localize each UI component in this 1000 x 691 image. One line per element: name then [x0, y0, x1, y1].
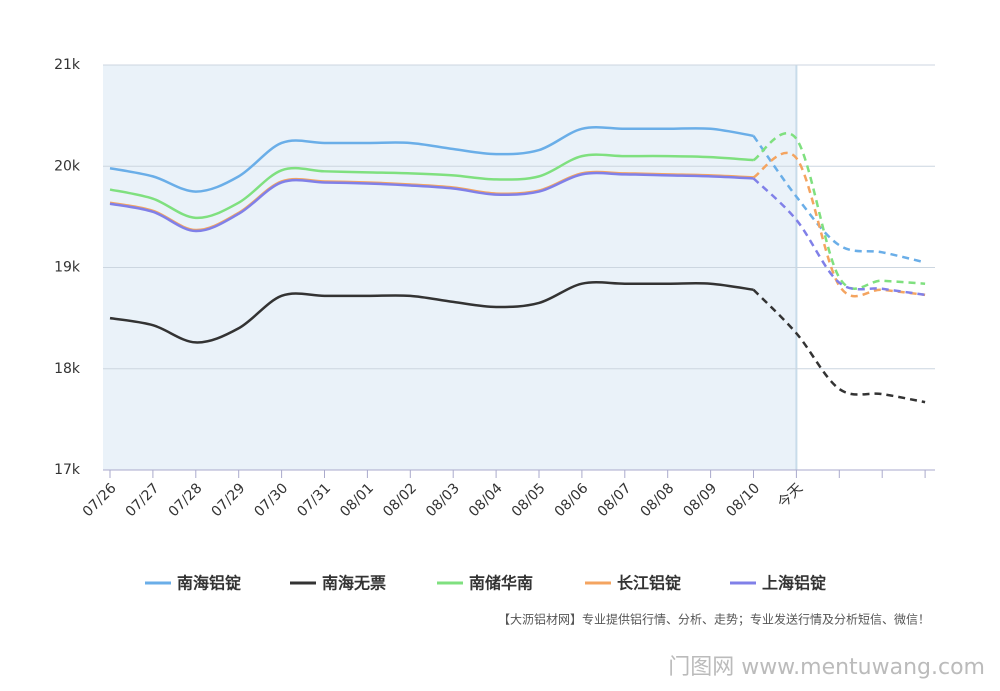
legend-label: 上海铝锭	[762, 574, 826, 593]
series-line-forecast	[752, 177, 926, 297]
y-tick-label: 19k	[54, 260, 81, 276]
legend-label: 南海铝锭	[177, 574, 241, 593]
x-tick-label: 07/30	[251, 480, 291, 520]
series-line	[109, 171, 754, 233]
x-tick-label: 07/31	[294, 480, 334, 520]
x-tick-label: 07/27	[123, 480, 163, 520]
x-tick-label: 07/28	[166, 480, 206, 520]
x-tick-label: 08/02	[380, 480, 420, 520]
x-tick-label: 08/01	[337, 480, 377, 520]
x-tick-label: 08/07	[595, 480, 635, 520]
legend-label: 南储华南	[469, 574, 533, 593]
x-tick-label: 07/26	[80, 480, 120, 520]
series-line-forecast	[752, 288, 926, 404]
y-tick-label: 21k	[54, 57, 81, 73]
x-tick-label: 08/04	[466, 480, 506, 520]
footnote: 【大沥铝材网】专业提供铝行情、分析、走势；专业发送行情及分析短信、微信！	[498, 612, 930, 627]
x-tick-label: 08/03	[423, 480, 463, 520]
y-tick-label: 17k	[54, 462, 81, 478]
y-tick-label: 18k	[54, 361, 81, 377]
x-tick-label: 08/10	[723, 480, 763, 520]
x-tick-label: 08/08	[638, 480, 678, 520]
series-line	[109, 153, 754, 220]
x-tick-label: 08/09	[680, 480, 720, 520]
series-line-forecast	[752, 132, 926, 290]
x-tick-label: 07/29	[209, 480, 249, 520]
watermark: 门图网 www.mentuwang.com	[668, 655, 985, 680]
series-line-forecast	[752, 151, 926, 298]
x-tick-label: 今天	[775, 480, 806, 511]
series-line	[109, 281, 754, 344]
x-tick-label: 08/06	[552, 480, 592, 520]
series-line	[109, 125, 754, 193]
x-tick-label: 08/05	[509, 480, 549, 520]
y-tick-label: 20k	[54, 158, 81, 174]
legend-label: 长江铝锭	[617, 574, 681, 593]
legend-label: 南海无票	[322, 574, 386, 593]
series-line-forecast	[752, 135, 926, 264]
